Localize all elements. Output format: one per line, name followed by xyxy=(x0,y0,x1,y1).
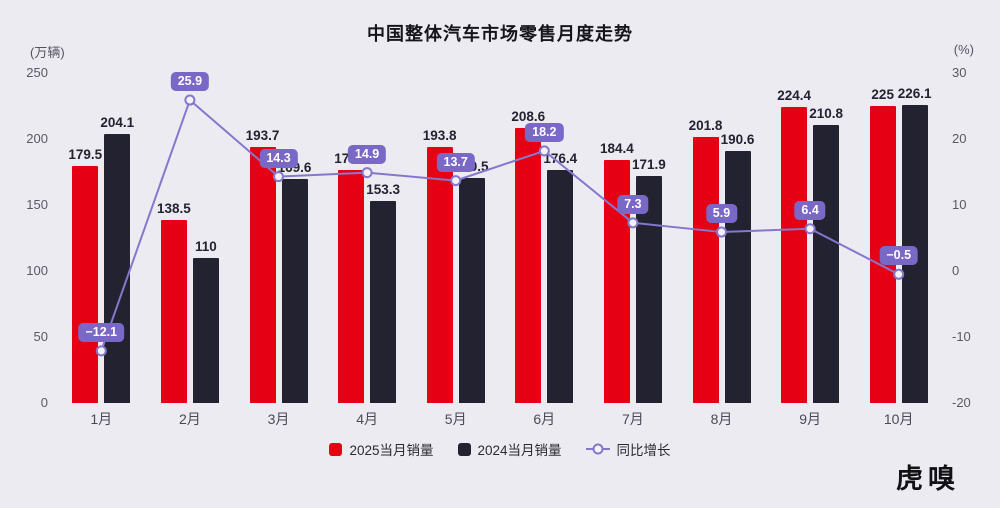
bar-value-2024-8月: 190.6 xyxy=(720,132,755,148)
legend: 2025当月销量 2024当月销量 同比增长 xyxy=(0,439,1000,459)
growth-badge-1月: −12.1 xyxy=(78,322,125,342)
bar-2025-1月 xyxy=(72,166,99,403)
growth-point-5月 xyxy=(450,175,462,187)
legend-item-growth: 同比增长 xyxy=(585,439,671,459)
bar-value-2025-7月: 184.4 xyxy=(599,140,634,156)
left-axis-unit: (万辆) xyxy=(30,45,65,60)
bar-2024-9月 xyxy=(813,124,840,403)
legend-item-2025: 2025当月销量 xyxy=(329,439,434,459)
growth-badge-3月: 14.3 xyxy=(259,148,298,168)
bar-2024-3月 xyxy=(281,179,308,403)
bar-2025-6月 xyxy=(515,127,542,403)
legend-swatch-2024 xyxy=(457,442,471,456)
bar-value-2025-9月: 224.4 xyxy=(777,87,811,103)
growth-point-10月 xyxy=(893,268,905,280)
bar-value-2024-1月: 204.1 xyxy=(100,114,135,130)
bar-2025-8月 xyxy=(692,136,719,403)
bar-2024-2月 xyxy=(192,257,219,403)
growth-badge-6月: 18.2 xyxy=(525,122,564,142)
bar-value-2025-1月: 179.5 xyxy=(68,147,103,163)
legend-label-2025: 2025当月销量 xyxy=(349,443,434,458)
bar-value-2025-6月: 208.6 xyxy=(511,108,546,124)
growth-badge-10月: −0.5 xyxy=(879,246,919,266)
bar-2024-8月 xyxy=(724,151,751,403)
bar-2025-9月 xyxy=(781,106,808,403)
legend-item-2024: 2024当月销量 xyxy=(457,439,562,459)
x-axis-label: 9月 xyxy=(799,411,821,427)
y-axis-tick-left: 50 xyxy=(33,329,48,344)
growth-badge-4月: 14.9 xyxy=(347,144,387,164)
y-axis-tick-left: 250 xyxy=(26,65,48,80)
legend-line-marker-icon xyxy=(585,443,610,455)
bar-value-2025-5月: 193.8 xyxy=(422,128,457,144)
bar-value-2024-4月: 153.3 xyxy=(366,181,400,197)
bar-2025-4月 xyxy=(338,170,365,403)
bar-value-2025-3月: 193.7 xyxy=(245,128,280,144)
growth-badge-8月: 5.9 xyxy=(705,204,738,224)
growth-badge-9月: 6.4 xyxy=(794,200,826,220)
bar-value-2024-6月: 176.4 xyxy=(543,151,578,167)
x-axis-label: 5月 xyxy=(444,411,467,427)
y-axis-tick-right: 10 xyxy=(952,197,967,212)
x-axis-label: 10月 xyxy=(883,411,914,427)
y-axis-tick-right: 20 xyxy=(952,131,967,146)
y-axis-tick-left: 100 xyxy=(26,263,48,278)
bar-2024-6月 xyxy=(547,170,574,403)
growth-line xyxy=(95,94,905,357)
x-axis-label: 4月 xyxy=(356,411,378,427)
right-axis-unit: (%) xyxy=(953,42,974,57)
x-axis-label: 3月 xyxy=(267,411,290,427)
growth-badge-7月: 7.3 xyxy=(617,194,649,214)
bar-2025-2月 xyxy=(160,220,187,403)
y-axis-tick-right: 0 xyxy=(952,263,960,278)
bar-value-2025-10月: 225 xyxy=(871,87,894,102)
y-axis-tick-right: -10 xyxy=(952,329,971,344)
legend-swatch-2025 xyxy=(329,442,343,456)
y-axis-tick-right: -20 xyxy=(952,395,971,410)
huxiu-logo: 虎嗅 xyxy=(896,464,960,495)
y-axis-tick-right: 30 xyxy=(952,65,967,80)
bar-2024-7月 xyxy=(635,176,662,403)
legend-label-2024: 2024当月销量 xyxy=(477,443,562,458)
x-axis-label: 2月 xyxy=(178,411,201,427)
growth-point-3月 xyxy=(273,171,284,183)
bar-2024-4月 xyxy=(370,200,397,403)
growth-point-1月 xyxy=(95,345,107,357)
x-axis-label: 1月 xyxy=(90,411,113,427)
y-axis-tick-left: 200 xyxy=(26,131,48,146)
bar-2024-1月 xyxy=(104,133,131,403)
bar-2025-5月 xyxy=(426,147,453,403)
growth-point-7月 xyxy=(627,217,639,229)
growth-point-6月 xyxy=(538,145,550,157)
bar-value-2024-10月: 226.1 xyxy=(897,85,932,101)
x-axis-label: 6月 xyxy=(533,411,556,427)
growth-point-8月 xyxy=(716,226,727,238)
x-axis-label: 7月 xyxy=(621,411,644,427)
bar-value-2024-9月: 210.8 xyxy=(809,105,843,121)
growth-badge-2月: 25.9 xyxy=(170,72,210,92)
bar-2024-5月 xyxy=(458,177,485,403)
x-axis-label: 8月 xyxy=(710,411,733,427)
plot-area: 179.5204.1138.5110193.7169.6176.2153.319… xyxy=(57,72,943,403)
y-axis-tick-left: 150 xyxy=(26,197,48,212)
bar-2025-3月 xyxy=(249,147,276,403)
bar-value-2025-8月: 201.8 xyxy=(688,117,723,133)
bar-value-2024-2月: 110 xyxy=(195,238,217,254)
growth-badge-5月: 13.7 xyxy=(436,152,475,172)
y-axis-tick-left: 0 xyxy=(40,395,48,410)
growth-point-4月 xyxy=(361,167,373,179)
bar-value-2025-2月: 138.5 xyxy=(156,201,191,217)
chart-title: 中国整体汽车市场零售月度走势 xyxy=(367,24,633,44)
growth-point-2月 xyxy=(184,94,196,106)
growth-point-9月 xyxy=(804,223,816,235)
legend-label-growth: 同比增长 xyxy=(616,443,671,458)
bar-value-2024-7月: 171.9 xyxy=(631,157,666,173)
